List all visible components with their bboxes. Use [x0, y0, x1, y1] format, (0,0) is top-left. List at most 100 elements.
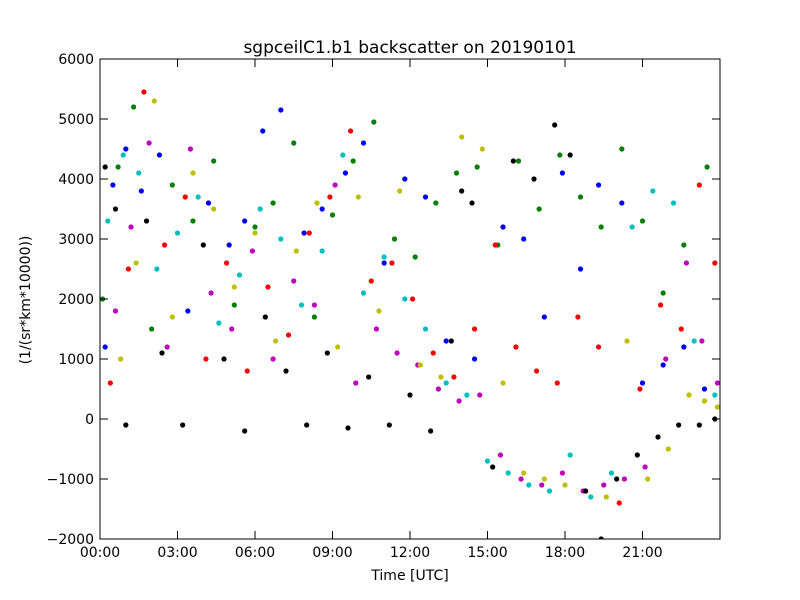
data-point — [236, 272, 243, 278]
x-tick-label: 15:00 — [467, 545, 507, 561]
data-point — [156, 152, 163, 158]
data-point — [614, 476, 620, 482]
data-point — [304, 422, 310, 428]
y-tick-label: 4000 — [58, 172, 94, 188]
data-point — [270, 200, 276, 206]
data-point — [681, 242, 687, 248]
data-point — [324, 350, 330, 356]
data-point — [492, 242, 498, 248]
data-point — [389, 260, 395, 266]
data-point — [278, 236, 284, 242]
data-point — [526, 482, 532, 488]
data-point — [686, 392, 692, 398]
data-point — [536, 206, 542, 212]
data-point — [634, 452, 640, 458]
data-point — [681, 344, 687, 350]
data-point — [409, 296, 416, 302]
x-tick-label: 21:00 — [622, 545, 662, 561]
data-point — [138, 188, 144, 194]
data-point — [650, 188, 656, 194]
data-point — [714, 380, 720, 386]
data-point — [112, 308, 119, 314]
data-point — [546, 488, 553, 494]
data-point — [252, 230, 258, 236]
data-point — [443, 338, 449, 344]
x-tick-label: 18:00 — [545, 545, 585, 561]
data-point — [355, 194, 361, 200]
data-point — [118, 356, 124, 362]
data-point — [676, 422, 682, 428]
data-point — [422, 326, 429, 332]
data-point — [521, 236, 527, 242]
data-point — [603, 494, 609, 500]
data-point — [479, 146, 485, 152]
data-point — [327, 194, 333, 200]
data-point — [373, 326, 380, 332]
data-point — [541, 314, 547, 320]
data-point — [714, 404, 720, 410]
data-point — [515, 158, 522, 164]
data-point — [180, 422, 186, 428]
data-point — [249, 248, 256, 254]
x-axis-ticks: 00:00 03:00 06:00 09:00 12:00 15:00 18:00 21:00 — [80, 59, 663, 561]
data-point — [195, 194, 201, 200]
data-point — [428, 428, 434, 434]
data-point — [314, 200, 320, 206]
data-point — [577, 266, 584, 272]
data-point — [402, 176, 408, 182]
data-point — [518, 476, 524, 482]
data-point — [500, 224, 506, 230]
data-point — [229, 326, 235, 332]
data-point — [657, 302, 664, 308]
y-tick-label: −2000 — [47, 532, 94, 548]
data-point — [319, 206, 325, 212]
data-point — [567, 452, 573, 458]
data-point — [133, 260, 139, 266]
data-point — [456, 398, 462, 404]
data-point — [376, 308, 382, 314]
data-point — [366, 374, 372, 380]
data-point — [433, 200, 439, 206]
data-point — [231, 284, 237, 290]
x-axis-label: Time [UTC] — [370, 568, 448, 584]
data-point — [559, 470, 566, 476]
data-point — [125, 266, 132, 272]
data-point — [474, 164, 480, 170]
data-point — [123, 146, 129, 152]
data-point — [601, 482, 607, 488]
data-point — [291, 140, 297, 146]
data-point — [701, 398, 708, 404]
data-point — [438, 374, 444, 380]
data-point — [291, 278, 297, 284]
data-point — [386, 422, 392, 428]
data-point — [273, 338, 279, 344]
data-point — [531, 176, 537, 182]
data-point — [577, 194, 584, 200]
data-point — [283, 368, 289, 374]
y-axis-label: (1/(sr*km*10000)) — [18, 236, 34, 365]
data-point — [301, 230, 307, 236]
data-point — [257, 206, 263, 212]
data-point — [110, 182, 116, 188]
data-point — [459, 134, 465, 140]
x-tick-label: 09:00 — [312, 545, 352, 561]
data-point — [143, 218, 150, 224]
data-point — [660, 290, 666, 296]
data-point — [182, 194, 188, 200]
data-point — [422, 194, 429, 200]
data-point — [696, 422, 702, 428]
data-point — [575, 314, 581, 320]
data-point — [159, 350, 165, 356]
data-point — [608, 470, 615, 476]
data-point — [347, 128, 354, 134]
data-point — [435, 386, 442, 392]
data-point — [252, 224, 258, 230]
data-point — [619, 146, 625, 152]
data-point — [221, 356, 227, 362]
data-point — [670, 200, 677, 206]
data-point — [663, 356, 669, 362]
data-point — [510, 158, 516, 164]
data-point — [146, 140, 152, 146]
data-point — [319, 248, 325, 254]
